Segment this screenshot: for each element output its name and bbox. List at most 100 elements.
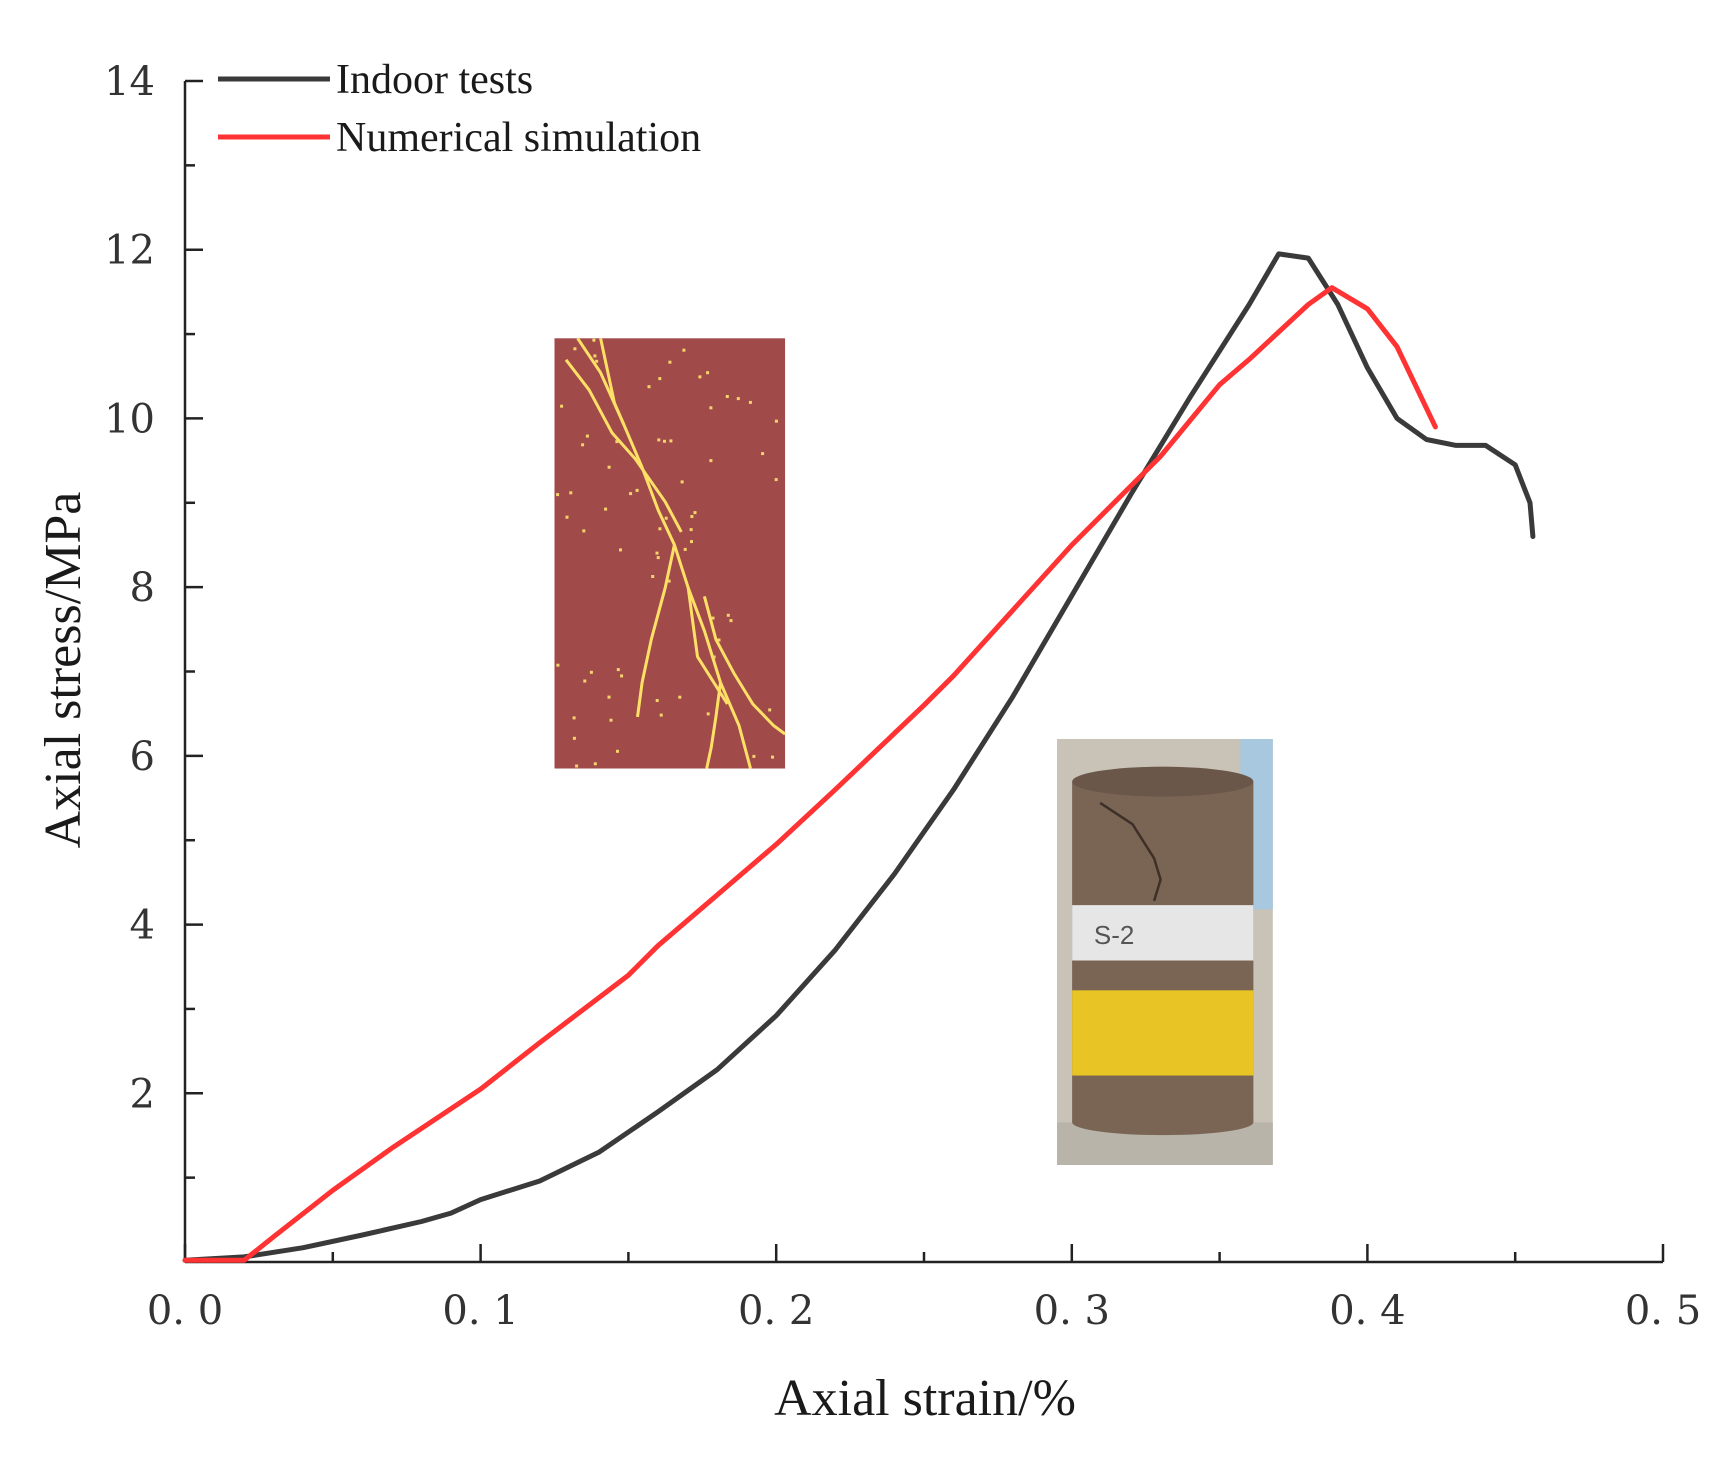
crack-speckle bbox=[663, 439, 666, 443]
specimen-photo-inset: S-2 bbox=[1057, 738, 1273, 1165]
x-tick-label: 0. 1 bbox=[442, 1288, 518, 1334]
x-tick-label: 0. 5 bbox=[1625, 1288, 1701, 1334]
crack-speckle bbox=[680, 480, 684, 484]
crack-speckle bbox=[575, 764, 579, 768]
crack-speckle bbox=[667, 579, 671, 583]
crack-speckle bbox=[752, 754, 756, 758]
crack-speckle bbox=[651, 575, 655, 578]
crack-speckle bbox=[690, 515, 694, 518]
crack-speckle bbox=[717, 638, 721, 642]
crack-speckle bbox=[748, 400, 752, 404]
crack-line bbox=[702, 596, 786, 736]
crack-speckle bbox=[774, 419, 778, 423]
crack-speckle bbox=[656, 556, 660, 560]
x-tick-label: 0. 4 bbox=[1329, 1288, 1405, 1334]
crack-speckle bbox=[593, 762, 597, 766]
y-tick-label: 14 bbox=[104, 59, 155, 105]
crack-line bbox=[599, 338, 626, 425]
crack-speckle bbox=[659, 713, 663, 717]
specimen-white-band bbox=[1072, 905, 1254, 961]
crack-speckle bbox=[706, 712, 710, 716]
specimen-bottom bbox=[1072, 1109, 1254, 1136]
specimen-yellow-band bbox=[1072, 990, 1254, 1076]
y-axis-title: Axial stress/MPa bbox=[35, 492, 92, 849]
crack-speckle bbox=[698, 375, 702, 379]
crack-speckle bbox=[658, 377, 662, 381]
crack-speckle bbox=[607, 465, 611, 469]
crack-speckle bbox=[706, 371, 710, 375]
series-line-0 bbox=[182, 251, 1536, 1263]
crack-speckle bbox=[725, 395, 729, 398]
crack-speckle bbox=[609, 718, 613, 722]
specimen-top bbox=[1072, 766, 1254, 797]
crack-speckle bbox=[589, 670, 593, 674]
specimen-label: S-2 bbox=[1094, 920, 1134, 950]
crack-speckle bbox=[647, 385, 651, 389]
crack-speckle bbox=[635, 488, 639, 492]
crack-speckle bbox=[572, 736, 576, 740]
crack-line bbox=[705, 682, 722, 769]
crack-speckle bbox=[682, 348, 686, 352]
crack-speckle bbox=[569, 491, 573, 495]
legend-label-1: Numerical simulation bbox=[336, 115, 701, 161]
crack-speckle bbox=[657, 438, 661, 442]
crack-line bbox=[636, 544, 676, 718]
crack-speckle bbox=[607, 695, 611, 699]
crack-speckle bbox=[604, 507, 608, 511]
crack-speckle bbox=[560, 404, 564, 408]
crack-speckle bbox=[556, 663, 560, 667]
crack-lines bbox=[556, 338, 786, 769]
crack-speckle bbox=[678, 695, 682, 699]
legend: Indoor tests Numerical simulation bbox=[218, 57, 701, 161]
crack-speckle bbox=[768, 708, 772, 712]
crack-speckle bbox=[729, 619, 733, 623]
crack-speckle bbox=[655, 551, 659, 555]
crack-speckle bbox=[693, 511, 697, 515]
crack-speckle bbox=[683, 547, 687, 551]
crack-speckle bbox=[593, 354, 597, 358]
crack-speckle bbox=[761, 452, 765, 456]
crack-speckle bbox=[595, 359, 599, 363]
x-tick-label: 0. 0 bbox=[147, 1288, 223, 1334]
x-tick-label: 0. 3 bbox=[1034, 1288, 1110, 1334]
crack-speckle bbox=[668, 360, 672, 364]
crack-speckle bbox=[658, 527, 662, 531]
series-line-1 bbox=[182, 285, 1438, 1263]
y-tick-label: 12 bbox=[104, 228, 155, 274]
x-axis-title: Axial strain/% bbox=[774, 1370, 1076, 1427]
y-tick-label: 2 bbox=[130, 1071, 155, 1117]
crack-speckle bbox=[616, 668, 620, 672]
crack-speckle bbox=[774, 478, 778, 482]
crack-speckle bbox=[709, 459, 713, 463]
crack-pattern-inset bbox=[554, 338, 786, 769]
crack-speckle bbox=[736, 397, 740, 401]
crack-speckle bbox=[771, 755, 774, 759]
crack-speckle bbox=[655, 699, 659, 702]
crack-speckle bbox=[582, 529, 586, 533]
y-tick-label: 10 bbox=[104, 396, 155, 442]
crack-speckle bbox=[711, 616, 715, 620]
crack-speckle bbox=[712, 655, 716, 659]
crack-speckle bbox=[573, 347, 577, 351]
axes: 0. 0 0. 1 0. 2 0. 3 0. 4 0. 5 2 4 6 8 10 12 14 bbox=[104, 59, 1701, 1334]
x-tick-label: 0. 2 bbox=[738, 1288, 814, 1334]
legend-label-0: Indoor tests bbox=[336, 57, 533, 103]
crack-speckle bbox=[690, 540, 693, 544]
crack-speckle bbox=[689, 528, 693, 532]
crack-speckle bbox=[726, 613, 730, 617]
crack-speckle bbox=[619, 548, 622, 552]
crack-speckle bbox=[581, 443, 585, 447]
series-layer bbox=[182, 251, 1536, 1263]
crack-speckle bbox=[664, 516, 668, 520]
crack-speckle bbox=[583, 679, 587, 683]
crack-speckle bbox=[616, 749, 619, 753]
crack-speckle bbox=[572, 716, 576, 720]
crack-line bbox=[564, 358, 683, 533]
crack-line bbox=[686, 587, 729, 705]
crack-speckle bbox=[709, 406, 713, 410]
crack-speckle bbox=[629, 492, 633, 496]
y-tick-label: 6 bbox=[130, 734, 155, 780]
crack-speckle bbox=[565, 515, 569, 519]
crack-speckle bbox=[615, 440, 619, 444]
